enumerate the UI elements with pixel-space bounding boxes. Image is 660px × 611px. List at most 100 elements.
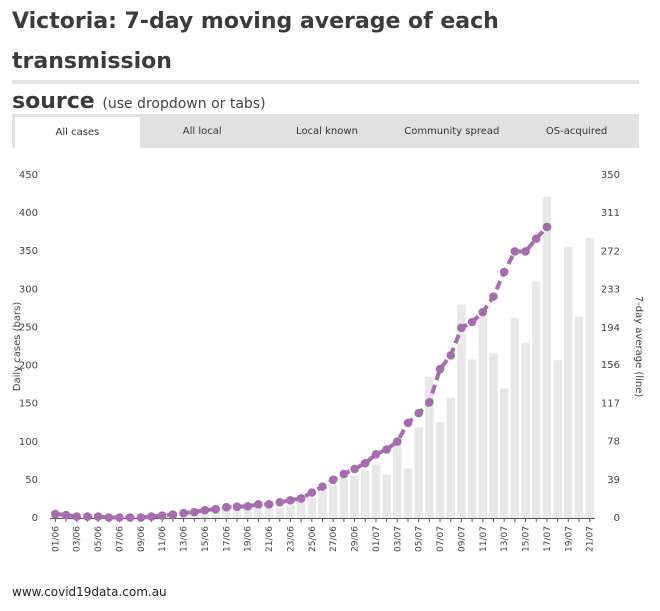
point-7day-average <box>254 499 263 509</box>
point-7day-average <box>275 498 285 507</box>
bar-daily-cases <box>350 475 359 518</box>
point-7day-average <box>83 512 92 521</box>
bar-daily-cases <box>264 505 274 518</box>
bar-daily-cases <box>339 474 349 518</box>
point-7day-average <box>360 458 370 468</box>
source-link[interactable]: www.covid19data.com.au <box>12 585 167 599</box>
bar-daily-cases <box>564 246 573 518</box>
bar-daily-cases <box>371 464 381 518</box>
bar-daily-cases <box>243 508 252 518</box>
point-7day-average <box>147 512 156 521</box>
title-divider <box>12 80 639 84</box>
x-tick-label: 13/07 <box>500 526 510 552</box>
point-7day-average <box>478 307 488 317</box>
y-right-tick-label: 272 <box>601 246 620 257</box>
point-7day-average <box>61 510 71 520</box>
point-7day-average <box>425 398 434 407</box>
x-tick-label: 15/06 <box>201 526 211 552</box>
y-axis-right-title: 7-day average (line) <box>633 296 644 398</box>
y-right-tick-label: 156 <box>601 360 620 371</box>
point-7day-average <box>457 323 466 333</box>
tab-all-local[interactable]: All local <box>182 125 222 137</box>
point-7day-average <box>328 475 338 485</box>
tab-os-acquired[interactable]: OS-acquired <box>545 125 608 137</box>
point-7day-average <box>489 292 498 301</box>
y-right-tick-label: 78 <box>607 437 620 448</box>
point-7day-average <box>393 437 402 446</box>
y-left-tick-label: 100 <box>19 437 38 448</box>
point-7day-average <box>104 513 114 522</box>
point-7day-average <box>232 502 242 512</box>
point-7day-average <box>318 482 327 491</box>
point-7day-average <box>264 499 274 509</box>
title-hint: (use dropdown or tabs) <box>102 96 266 112</box>
bar-daily-cases <box>467 359 477 518</box>
y-right-tick-label: 233 <box>601 285 620 296</box>
point-7day-average <box>93 512 103 521</box>
bar-daily-cases <box>585 238 594 518</box>
y-left-tick-label: 0 <box>32 513 38 524</box>
tab-all-cases[interactable]: All cases <box>15 117 140 148</box>
bar-daily-cases <box>403 468 413 518</box>
x-tick-label: 07/07 <box>436 526 446 552</box>
bar-daily-cases <box>457 304 466 518</box>
bar-daily-cases <box>531 281 541 518</box>
tab-community-spread[interactable]: Community spread <box>404 125 500 137</box>
x-tick-label: 13/06 <box>180 526 190 552</box>
y-left-tick-label: 350 <box>19 246 38 257</box>
bar-daily-cases <box>435 421 445 518</box>
point-7day-average <box>51 509 60 519</box>
x-tick-label: 09/06 <box>137 526 147 552</box>
y-right-tick-label: 194 <box>601 323 620 334</box>
x-tick-label: 21/06 <box>265 526 275 552</box>
point-7day-average <box>499 267 509 277</box>
point-7day-average <box>371 450 381 459</box>
bar-daily-cases <box>574 316 584 518</box>
point-7day-average <box>510 247 520 256</box>
y-right-tick-label: 350 <box>601 170 620 181</box>
transmission-tabs: All cases All local Local known Communit… <box>12 114 639 148</box>
point-7day-average <box>307 488 317 497</box>
y-right-tick-label: 0 <box>614 513 620 524</box>
bar-daily-cases <box>499 388 509 518</box>
point-7day-average <box>211 504 220 514</box>
bar-daily-cases <box>200 513 210 518</box>
cases-chart: 0 50 100 150 200 250 300 350 400 450 0 39 78 117 156 19… <box>12 170 644 552</box>
point-7day-average <box>542 222 552 232</box>
point-7day-average <box>168 510 178 519</box>
chart-title: Victoria: 7-day moving average of each t… <box>12 2 648 124</box>
x-tick-label: 25/06 <box>308 526 318 552</box>
point-7day-average <box>414 408 423 418</box>
bar-daily-cases <box>232 510 242 518</box>
point-7day-average <box>296 494 306 503</box>
point-7day-average <box>435 364 445 374</box>
point-7day-average <box>467 317 477 327</box>
bar-daily-cases <box>360 470 370 518</box>
point-7day-average <box>157 511 167 520</box>
x-tick-label: 11/06 <box>158 526 168 552</box>
y-right-tick-label: 117 <box>601 398 620 409</box>
x-tick-label: 21/07 <box>586 526 596 552</box>
x-tick-label: 23/06 <box>286 526 296 552</box>
y-left-tick-label: 300 <box>19 284 38 295</box>
bar-daily-cases <box>393 442 402 518</box>
y-left-tick-label: 150 <box>19 399 38 410</box>
point-7day-average <box>531 234 541 243</box>
x-tick-label: 29/06 <box>351 526 361 552</box>
tab-local-known[interactable]: Local known <box>296 125 358 137</box>
x-tick-label: 09/07 <box>457 526 467 552</box>
bar-daily-cases <box>446 397 456 518</box>
point-7day-average <box>521 247 530 256</box>
title-main: Victoria: 7-day moving average of each t… <box>12 9 499 74</box>
bar-daily-cases <box>489 353 498 518</box>
x-tick-label: 11/07 <box>479 526 489 552</box>
y-right-tick-label: 311 <box>601 208 620 219</box>
bar-daily-cases <box>414 427 423 518</box>
bar-daily-cases <box>275 508 285 518</box>
x-tick-label: 17/07 <box>543 526 553 552</box>
x-tick-label: 03/06 <box>73 526 83 552</box>
bar-daily-cases <box>211 510 220 518</box>
bar-daily-cases <box>307 497 317 518</box>
bar-daily-cases <box>222 509 231 518</box>
point-7day-average <box>125 513 135 522</box>
